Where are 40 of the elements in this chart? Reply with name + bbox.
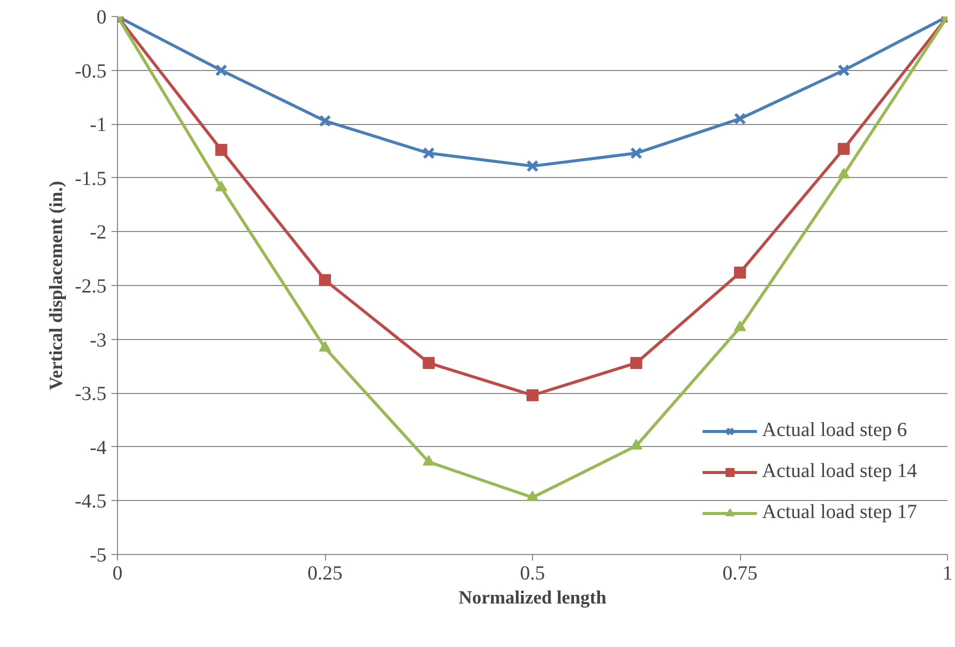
point: [526, 490, 538, 502]
point: [526, 160, 539, 172]
x-tick-label: 1: [942, 562, 952, 584]
legend-label: Actual load step 17: [762, 501, 917, 524]
y-tick-label: 0: [96, 6, 106, 28]
point: [422, 147, 435, 160]
y-tick-label: -2: [90, 222, 107, 244]
legend-label: Actual load step 14: [762, 460, 917, 483]
point: [838, 64, 850, 76]
y-tick-label: -0.5: [74, 60, 107, 82]
point: [630, 147, 642, 160]
point: [318, 114, 332, 127]
point: [526, 389, 538, 402]
y-tick-label: -1: [90, 114, 107, 136]
y-axis-title: Vertical displacement (in.): [46, 180, 67, 390]
point: [630, 438, 642, 450]
point: [422, 356, 435, 369]
point: [734, 112, 746, 125]
x-tick-label: 0.75: [722, 562, 758, 584]
y-tick-label: -3.5: [74, 383, 107, 406]
y-tick-label: -5: [90, 544, 107, 566]
y-tick-label: -2.5: [74, 276, 107, 298]
point: [319, 341, 331, 352]
legend-label: Actual load step 6: [762, 419, 907, 442]
point: [422, 455, 435, 466]
y-tick-label: -1.5: [74, 168, 107, 190]
y-tick-label: -4: [90, 436, 107, 459]
x-axis-title: Normalized length: [458, 588, 607, 608]
point: [734, 320, 746, 332]
point: [734, 266, 746, 279]
y-tick-label: -4.5: [74, 490, 107, 513]
point: [215, 64, 228, 76]
point: [215, 144, 228, 156]
y-tick-label: -3: [90, 329, 107, 352]
x-tick-label: 0.25: [308, 562, 342, 584]
point: [319, 274, 331, 286]
x-tick-label: 0.5: [520, 562, 545, 584]
x-tick-label: 0: [112, 562, 122, 584]
point: [838, 142, 850, 155]
point: [630, 356, 642, 369]
